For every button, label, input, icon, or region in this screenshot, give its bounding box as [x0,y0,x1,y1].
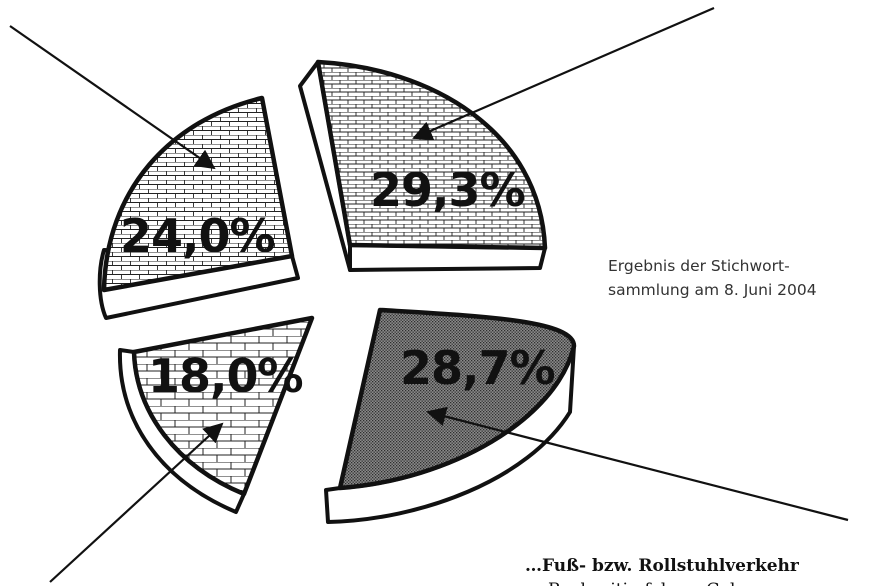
bullet-text: Rechzeitig fahren Geh... [548,580,873,586]
slice-label-29-3: 29,3% [370,163,525,217]
arrow-to-29-3 [412,6,715,140]
slice-18-0 [131,315,315,497]
slice-24-0 [101,95,295,293]
arrow-to-24-0 [9,25,216,170]
arrow-to-18-0 [49,422,224,583]
bullet-dot: • [528,580,540,586]
slice-label-18-0: 18,0% [148,349,303,403]
caption-line-1: Ergebnis der Stichwort- [608,257,790,275]
slice-29-3 [315,59,548,251]
slice-label-24-0: 24,0% [120,209,275,263]
slice-group-28-7 [324,307,577,524]
slice-group-18-0 [117,315,315,514]
chart-caption: Ergebnis der Stichwort- sammlung am 8. J… [608,254,870,302]
slice-label-28-7: 28,7% [400,341,555,395]
slice-group-24-0 [97,95,300,320]
section-heading: …Fuß- bzw. Rollstuhlverkehr [525,556,799,576]
slice-28-7 [337,307,577,491]
slice-group-29-3 [298,59,548,272]
caption-line-2: sammlung am 8. Juni 2004 [608,281,817,299]
arrow-to-28-7 [426,406,849,522]
